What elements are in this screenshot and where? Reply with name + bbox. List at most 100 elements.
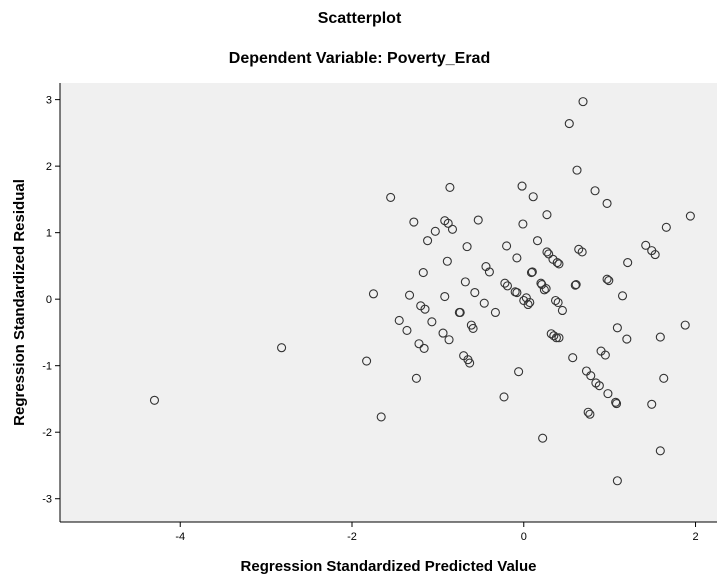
- data-point: [655, 332, 665, 342]
- data-point: [512, 287, 522, 298]
- data-point: [532, 236, 543, 246]
- data-point: [604, 275, 614, 286]
- data-point: [557, 305, 567, 316]
- data-point: [470, 287, 480, 298]
- data-point: [376, 412, 386, 422]
- data-point: [623, 258, 633, 268]
- data-point: [420, 304, 430, 314]
- data-point: [602, 274, 612, 284]
- data-point: [479, 298, 489, 308]
- y-tick-label: 1: [46, 228, 52, 240]
- y-tick-label: 0: [46, 294, 52, 306]
- data-point: [572, 165, 582, 175]
- data-point: [549, 331, 559, 341]
- data-point: [444, 335, 454, 345]
- data-point: [612, 323, 622, 333]
- data-point: [611, 397, 621, 407]
- data-point: [394, 315, 404, 326]
- data-point: [502, 241, 512, 251]
- y-tick-label: 2: [46, 161, 52, 173]
- data-point: [368, 289, 379, 299]
- data-point: [602, 198, 612, 208]
- data-point: [411, 373, 421, 383]
- x-tick-label: 0: [521, 531, 527, 543]
- data-point: [641, 240, 651, 250]
- data-point: [460, 277, 470, 287]
- data-point: [659, 373, 669, 383]
- data-point: [438, 328, 448, 338]
- data-point: [541, 283, 551, 294]
- y-tick-label: -3: [42, 494, 52, 506]
- data-point: [600, 350, 610, 360]
- data-point: [402, 325, 412, 335]
- data-point: [612, 476, 622, 486]
- data-point: [542, 210, 552, 220]
- x-tick-label: 2: [692, 531, 698, 543]
- data-points: [149, 97, 695, 486]
- data-point: [523, 299, 533, 310]
- data-point: [577, 247, 587, 257]
- data-point: [525, 297, 535, 308]
- data-point: [571, 279, 581, 290]
- data-point: [468, 323, 478, 333]
- data-point: [362, 356, 372, 366]
- data-point: [427, 317, 437, 327]
- data-point: [647, 399, 657, 409]
- data-point: [409, 217, 419, 227]
- data-point: [553, 297, 563, 308]
- data-point: [680, 320, 690, 330]
- data-point: [611, 399, 622, 409]
- data-point: [386, 192, 396, 202]
- data-point: [564, 119, 574, 129]
- chart-title: Scatterplot: [317, 10, 402, 27]
- data-point: [617, 291, 628, 301]
- data-point: [554, 259, 564, 269]
- axes: -4 -2 0 2 -3 -2 -1 0 1 2 3: [42, 83, 717, 543]
- data-point: [603, 389, 613, 399]
- data-point: [542, 247, 552, 257]
- data-point: [419, 343, 429, 353]
- data-point: [583, 407, 593, 417]
- data-point: [650, 250, 660, 260]
- data-point: [490, 307, 500, 318]
- data-point: [149, 395, 160, 405]
- data-point: [423, 236, 433, 246]
- data-point: [443, 218, 453, 228]
- data-point: [551, 333, 561, 343]
- data-point: [590, 186, 600, 196]
- data-point: [277, 343, 287, 353]
- chart-subtitle: Dependent Variable: Poverty_Erad: [228, 50, 491, 67]
- data-point: [554, 333, 564, 343]
- data-point: [538, 433, 548, 443]
- plot-area: [60, 83, 717, 522]
- data-point: [430, 226, 440, 236]
- x-axis-label: Regression Standardized Predicted Value: [241, 558, 537, 575]
- y-axis-label: Regression Standardized Residual: [11, 179, 28, 426]
- data-point: [499, 392, 509, 402]
- data-point: [570, 280, 580, 290]
- data-point: [447, 224, 458, 234]
- data-point: [465, 358, 475, 368]
- data-point: [661, 222, 671, 232]
- data-point: [440, 291, 450, 302]
- data-point: [473, 215, 483, 225]
- data-point: [586, 371, 596, 381]
- data-point: [528, 192, 538, 202]
- y-tick-label: 3: [46, 95, 52, 107]
- data-point: [442, 256, 452, 266]
- data-point: [404, 290, 415, 300]
- data-point: [539, 285, 549, 295]
- data-point: [517, 181, 527, 191]
- data-point: [568, 353, 578, 363]
- data-point: [462, 242, 472, 252]
- data-point: [414, 339, 424, 349]
- y-tick-label: -1: [42, 361, 52, 373]
- data-point: [585, 409, 595, 419]
- data-point: [622, 334, 632, 344]
- data-point: [445, 182, 455, 192]
- data-point: [526, 268, 537, 278]
- data-point: [455, 307, 465, 318]
- data-point: [502, 281, 512, 291]
- data-point: [655, 446, 665, 456]
